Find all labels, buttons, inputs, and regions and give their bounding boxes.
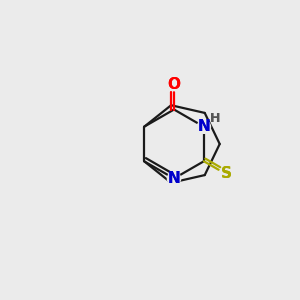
Text: O: O <box>167 76 181 92</box>
Text: N: N <box>197 119 210 134</box>
Circle shape <box>197 120 211 133</box>
Text: S: S <box>220 167 232 182</box>
Text: O: O <box>167 76 181 92</box>
Text: H: H <box>210 112 220 125</box>
Circle shape <box>167 77 181 91</box>
Text: N: N <box>168 171 180 186</box>
Text: N: N <box>168 171 180 186</box>
Circle shape <box>219 167 232 181</box>
Circle shape <box>167 172 181 185</box>
Text: N: N <box>197 119 210 134</box>
Text: H: H <box>210 112 220 125</box>
Text: S: S <box>220 167 232 182</box>
